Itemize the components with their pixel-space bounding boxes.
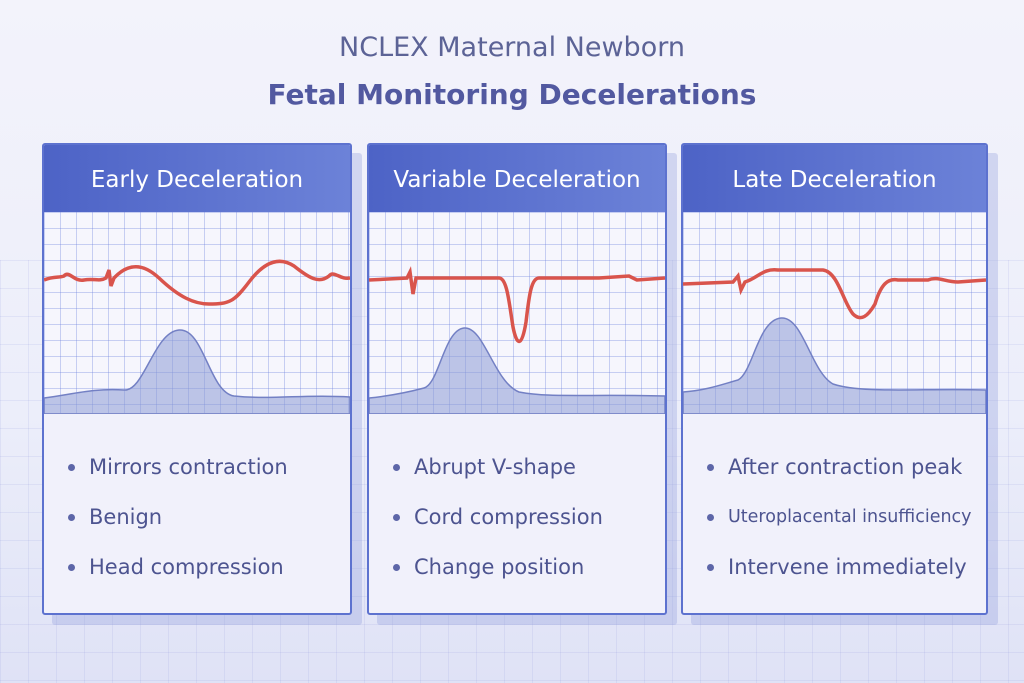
bullet-item: Head compression [68, 542, 350, 592]
bullet-item: Intervene immediately [707, 542, 986, 592]
card-title: Variable Deceleration [369, 145, 665, 212]
contraction-curve [44, 329, 350, 414]
card-late-deceleration: Late Deceleration After contraction peak… [681, 143, 988, 615]
bullet-item: Uteroplacental insufficiency [707, 492, 986, 542]
fhr-trace [44, 259, 350, 306]
card-title: Early Deceleration [44, 145, 350, 212]
bullet-item: Abrupt V-shape [393, 442, 665, 492]
fhr-trace [369, 266, 665, 344]
fetal-monitor-strip [683, 212, 986, 414]
bullet-item: Change position [393, 542, 665, 592]
fhr-trace [683, 268, 986, 320]
bullet-item: Benign [68, 492, 350, 542]
title-line-1: NCLEX Maternal Newborn [339, 32, 685, 63]
card-variable-deceleration: Variable Deceleration Abrupt V-shape Cor… [367, 143, 667, 615]
card-title: Late Deceleration [683, 145, 986, 212]
title-line-2: Fetal Monitoring Decelerations [267, 78, 757, 111]
fetal-monitor-strip [369, 212, 665, 414]
bullet-item: After contraction peak [707, 442, 986, 492]
contraction-curve [369, 327, 665, 414]
bullet-item: Mirrors contraction [68, 442, 350, 492]
contraction-curve [683, 317, 986, 414]
card-early-deceleration: Early Deceleration Mirrors contraction B… [42, 143, 352, 615]
bullet-item: Cord compression [393, 492, 665, 542]
fetal-monitor-strip [44, 212, 350, 414]
